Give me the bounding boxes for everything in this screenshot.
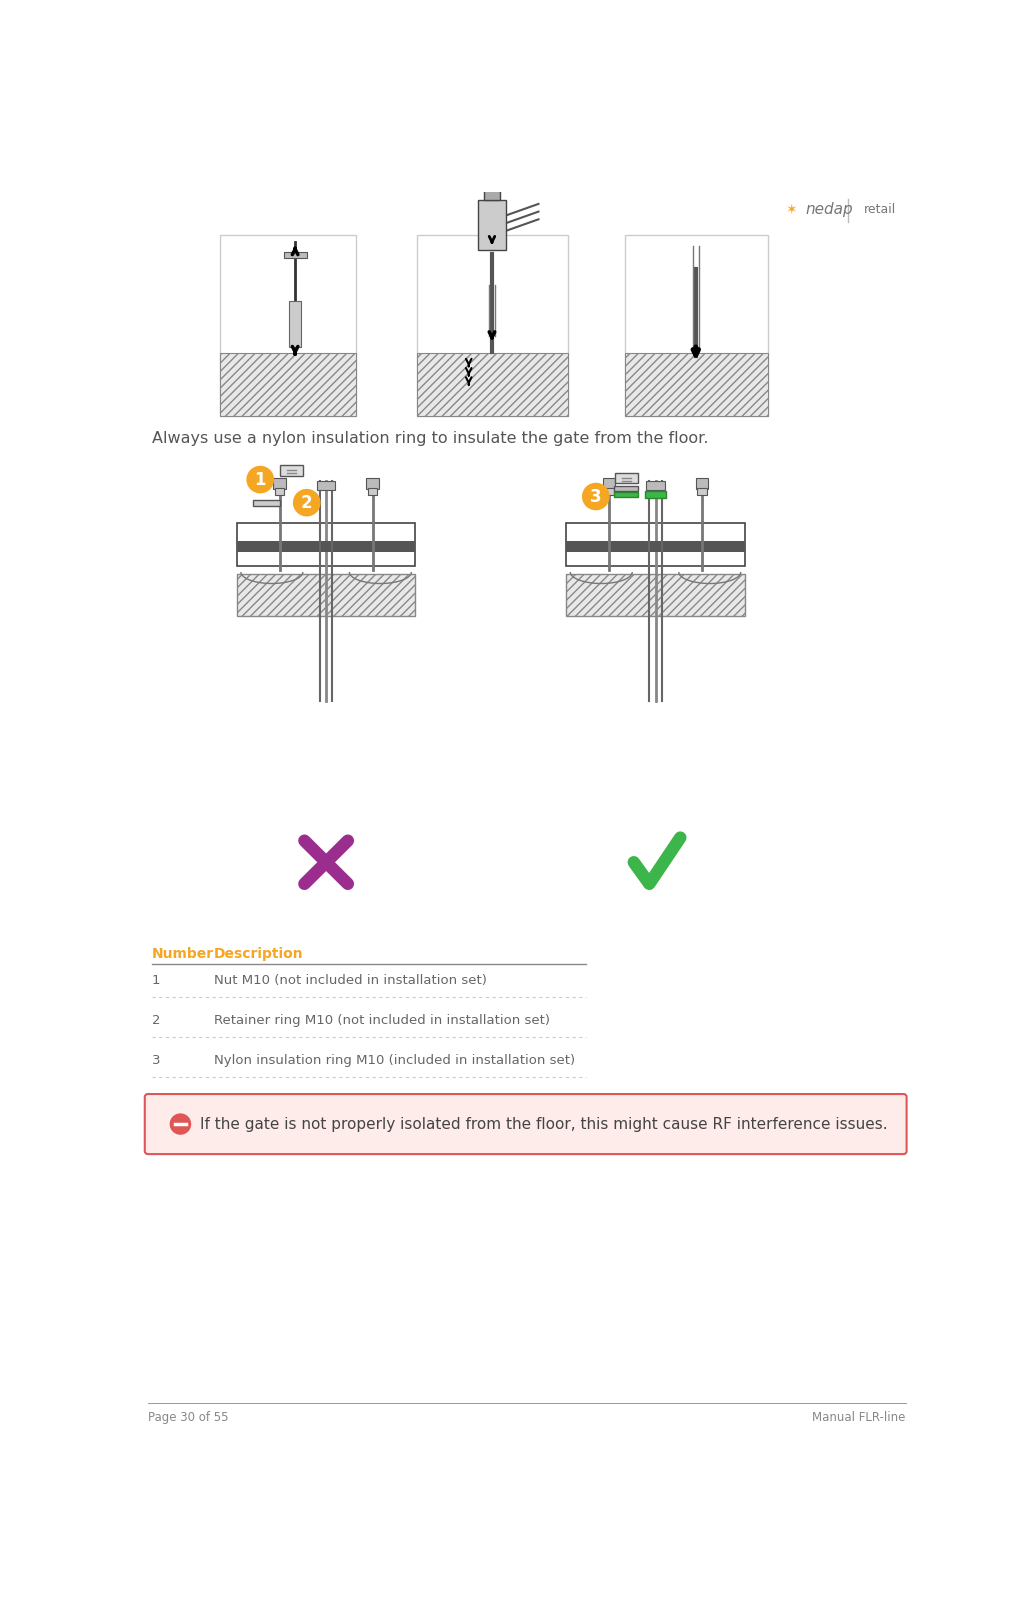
Text: If the gate is not properly isolated from the floor, this might cause RF interfe: If the gate is not properly isolated fro…: [199, 1117, 887, 1132]
Text: Nylon insulation ring M10 (included in installation set): Nylon insulation ring M10 (included in i…: [214, 1055, 575, 1068]
Circle shape: [247, 466, 273, 492]
Text: 3: 3: [590, 487, 601, 505]
Bar: [253, 500, 280, 507]
Text: nedap: nedap: [805, 202, 853, 216]
Circle shape: [294, 489, 320, 516]
Bar: [484, 181, 500, 200]
Bar: [416, 353, 567, 415]
Bar: [614, 492, 638, 497]
Bar: [416, 234, 567, 415]
Text: retail: retail: [865, 204, 896, 216]
Circle shape: [171, 1114, 190, 1133]
Bar: [237, 542, 415, 551]
Bar: [604, 487, 614, 495]
Bar: [566, 524, 744, 566]
Circle shape: [583, 484, 609, 510]
Bar: [317, 481, 335, 491]
Bar: [368, 487, 377, 495]
Bar: [697, 487, 706, 495]
Text: Page 30 of 55: Page 30 of 55: [148, 1411, 228, 1425]
Bar: [220, 234, 356, 415]
Bar: [220, 353, 356, 415]
Bar: [602, 478, 615, 489]
Bar: [366, 478, 379, 489]
Bar: [284, 252, 306, 258]
Bar: [289, 301, 301, 348]
Text: Always use a nylon insulation ring to insulate the gate from the floor.: Always use a nylon insulation ring to in…: [152, 431, 708, 446]
Text: 1: 1: [255, 471, 266, 489]
Text: Manual FLR-line: Manual FLR-line: [812, 1411, 906, 1425]
Bar: [566, 542, 744, 551]
FancyBboxPatch shape: [145, 1093, 907, 1154]
Text: 2: 2: [301, 494, 313, 511]
Text: ✶: ✶: [785, 202, 797, 216]
Bar: [614, 486, 638, 491]
Bar: [696, 478, 708, 489]
Text: 3: 3: [152, 1055, 160, 1068]
Bar: [237, 524, 415, 566]
Bar: [615, 473, 638, 484]
Text: Description: Description: [214, 947, 303, 960]
Bar: [566, 574, 744, 616]
Bar: [645, 491, 666, 499]
Text: 2: 2: [152, 1015, 160, 1028]
Bar: [624, 353, 768, 415]
Bar: [478, 200, 506, 250]
Bar: [274, 487, 285, 495]
Text: Number: Number: [152, 947, 214, 960]
Bar: [280, 465, 303, 476]
Text: 1: 1: [152, 975, 160, 987]
Text: Nut M10 (not included in installation set): Nut M10 (not included in installation se…: [214, 975, 486, 987]
Bar: [273, 478, 286, 489]
Bar: [624, 234, 768, 415]
Bar: [647, 481, 665, 491]
Bar: [237, 574, 415, 616]
Text: Retainer ring M10 (not included in installation set): Retainer ring M10 (not included in insta…: [214, 1015, 550, 1028]
